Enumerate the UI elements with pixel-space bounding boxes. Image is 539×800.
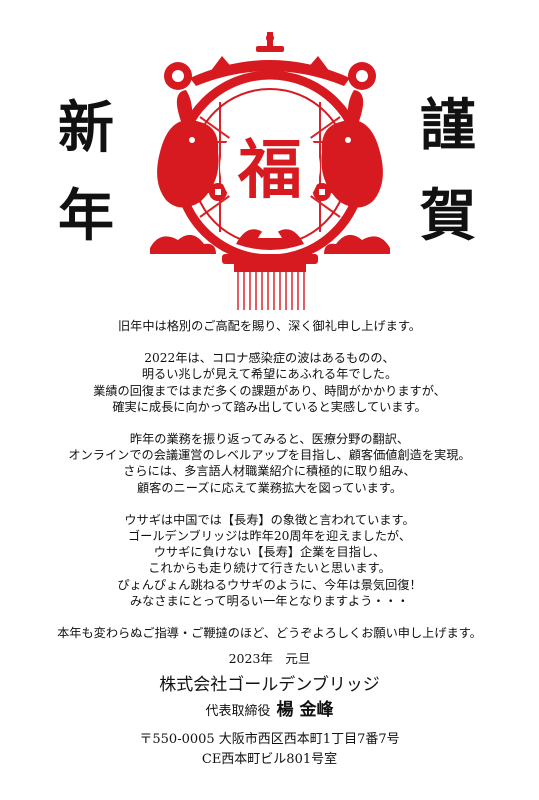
paragraph-2: 2022年は、コロナ感染症の波はあるものの、 明るい兆しが見えて希望にあふれる年… <box>0 350 539 415</box>
address-line-2: CE西本町ビル801号室 <box>201 752 338 767</box>
paragraph-4: ウサギは中国では【長寿】の象徴と言われています。 ゴールデンブリッジは昨年20周… <box>0 512 539 609</box>
paragraph-line: 旧年中は格別のご高配を賜り、深く御礼申し上げます。 <box>118 319 421 333</box>
paragraph-line: これからも走り続けて行きたいと思います。 <box>148 561 391 576</box>
paragraph-5: 本年も変わらぬご指導・ご鞭撻のほど、どうぞよろしくお願い申し上げます。 <box>0 625 539 641</box>
representative: 代表取締役楊 金峰 <box>0 698 539 724</box>
headline-char-shin: 新 <box>58 95 114 161</box>
paragraph-line: 本年も変わらぬご指導・ご鞭撻のほど、どうぞよろしくお願い申し上げます。 <box>57 626 482 641</box>
paragraph-line: さらには、多言語人材職業紹介に積極的に取り組み、 <box>123 464 416 479</box>
sender-block: 2023年 元旦 株式会社ゴールデンブリッジ 代表取締役楊 金峰 〒550-00… <box>0 650 539 770</box>
paragraph-line: ぴょんぴょん跳ねるウサギのように、今年は景気回復！ <box>117 577 422 592</box>
address-line-1: 〒550-0005 大阪市西区西本町1丁目7番7号 <box>139 732 400 747</box>
lantern-center-character: 福 <box>237 133 302 208</box>
greeting-date: 2023年 元旦 <box>228 651 311 666</box>
paragraph-line: 確実に成長に向かって踏み出していると実感しています。 <box>112 399 427 414</box>
representative-title: 代表取締役 <box>205 704 271 719</box>
paragraph-line: ゴールデンブリッジは昨年20周年を迎えましたが、 <box>127 529 412 544</box>
papercut-lantern-illustration: 福 <box>150 32 390 310</box>
company-name: 株式会社ゴールデンブリッジ <box>159 675 380 695</box>
paragraph-line: オンラインでの会議運営のレベルアップを目指し、顧客価値創造を実現。 <box>68 448 471 463</box>
paragraph-line: 業績の回復まではまだ多くの課題があり、時間がかかりますが、 <box>93 383 446 398</box>
paragraph-3: 昨年の業務を振り返ってみると、医療分野の翻訳、 オンラインでの会議運営のレベルア… <box>0 431 539 496</box>
paragraph-line: みなさまにとって明るい一年となりますよう・・・ <box>130 593 409 608</box>
paragraph-1: 旧年中は格別のご高配を賜り、深く御礼申し上げます。 <box>0 318 539 334</box>
address: 〒550-0005 大阪市西区西本町1丁目7番7号 CE西本町ビル801号室 <box>0 730 539 770</box>
paragraph-line: 昨年の業務を振り返ってみると、医療分野の翻訳、 <box>129 432 410 447</box>
paragraph-line: ウサギは中国では【長寿】の象徴と言われています。 <box>124 512 415 527</box>
headline-char-ga: 賀 <box>420 183 476 249</box>
headline-char-nen: 年 <box>58 183 114 249</box>
greeting-body: 旧年中は格別のご高配を賜り、深く御礼申し上げます。 2022年は、コロナ感染症の… <box>0 318 539 657</box>
paragraph-line: ウサギに負けない【長寿】企業を目指し、 <box>153 545 386 560</box>
paragraph-line: 明るい兆しが見えて希望にあふれる年でした。 <box>141 367 398 382</box>
headline-char-kin: 謹 <box>420 93 476 159</box>
paragraph-line: 2022年は、コロナ感染症の波はあるものの、 <box>144 351 395 366</box>
representative-name: 楊 金峰 <box>276 700 334 720</box>
paragraph-line: 顧客のニーズに応えて業務拡大を図っています。 <box>136 480 403 495</box>
